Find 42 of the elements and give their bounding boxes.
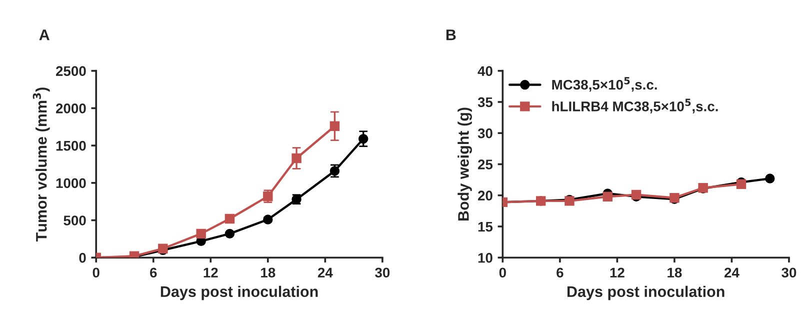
point — [292, 153, 302, 164]
chart-title: A — [39, 30, 50, 40]
point — [602, 192, 613, 202]
point — [330, 121, 340, 131]
x-tick-label: 0 — [499, 268, 506, 278]
x-axis-title: Days post inoculation — [567, 286, 724, 300]
y-tick-label: 15 — [478, 222, 493, 232]
x-tick-label: 18 — [261, 268, 276, 278]
point — [224, 228, 235, 239]
point — [358, 134, 368, 144]
y-axis-title: Tumor volume (mm$^{3}$) — [32, 88, 50, 242]
y-tick-label: 2500 — [56, 66, 86, 76]
x-tick-label: 24 — [724, 268, 740, 278]
point — [196, 228, 206, 239]
x-tick-label: 30 — [375, 268, 390, 278]
y-tick-label: 500 — [64, 216, 86, 226]
y-tick-label: 1000 — [56, 178, 86, 188]
y-tick-label: 2000 — [56, 104, 86, 114]
y-tick-label: 30 — [478, 128, 492, 138]
y-tick-label: 10 — [478, 252, 492, 263]
x-tick-label: 12 — [610, 268, 624, 278]
x-tick-label: 12 — [204, 268, 218, 278]
point — [224, 214, 235, 224]
point — [263, 214, 273, 224]
x-tick-label: 18 — [668, 268, 682, 278]
x-tick-label: 6 — [556, 268, 564, 278]
y-tick-label: 0 — [79, 252, 86, 263]
y-tick-label: 25 — [478, 160, 493, 170]
legend-label: MC38,5×10$^{5}$,s.c. — [552, 77, 657, 92]
x-tick-label: 30 — [782, 268, 796, 278]
y-axis-title: Body weight (g) — [458, 108, 472, 220]
y-tick-label: 40 — [478, 66, 492, 76]
y-tick-label: 35 — [478, 97, 493, 108]
point — [765, 174, 775, 184]
x-tick-label: 6 — [150, 268, 157, 278]
x-tick-label: 0 — [92, 268, 100, 278]
legend-label: hLILRB4 MC38,5×10$^{5}$,s.c. — [552, 98, 718, 114]
chart-title: B — [446, 30, 456, 40]
x-tick-label: 24 — [318, 268, 333, 278]
y-tick-label: 20 — [478, 190, 492, 201]
y-tick-label: 1500 — [56, 140, 86, 151]
x-axis-title: Days post inoculation — [160, 286, 318, 300]
